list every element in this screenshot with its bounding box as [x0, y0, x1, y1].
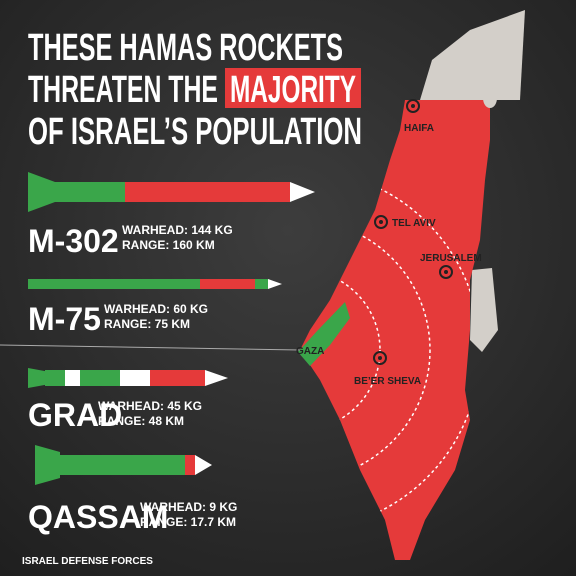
city-marker [439, 265, 453, 279]
rocket-name: QASSAM [28, 499, 168, 535]
rocket-spec: RANGE: 17.7 KM [140, 515, 236, 529]
rocket-spec: WARHEAD: 45 KG [98, 399, 202, 413]
highlight-box [225, 68, 361, 108]
border [0, 344, 301, 351]
city-marker [406, 99, 420, 113]
city-marker [373, 351, 387, 365]
city-label: HAIFA [404, 123, 434, 134]
israel-map [300, 100, 490, 560]
rocket-spec: WARHEAD: 144 KG [122, 223, 233, 237]
rocket-illustration [28, 279, 282, 289]
title: THREATEN THE [28, 69, 218, 111]
footer: ISRAEL DEFENSE FORCES [22, 556, 153, 567]
city-label: TEL AVIV [392, 218, 436, 229]
rocket-spec: RANGE: 48 KM [98, 414, 184, 428]
land [420, 10, 525, 100]
rocket-spec: WARHEAD: 9 KG [140, 500, 237, 514]
rocket-illustration [28, 368, 228, 388]
rocket-name: M-302 [28, 223, 119, 259]
rocket-illustration [35, 445, 212, 485]
rocket-spec: RANGE: 160 KM [122, 238, 215, 252]
title-highlight: MAJORITY [230, 69, 356, 111]
title: THESE HAMAS ROCKETS [28, 27, 343, 69]
rocket-illustration [28, 172, 315, 212]
city-label: BE’ER SHEVA [354, 376, 421, 387]
city-label: GAZA [296, 346, 324, 357]
rocket-name: M-75 [28, 301, 101, 337]
rocket-spec: WARHEAD: 60 KG [104, 302, 208, 316]
lake [483, 88, 497, 108]
land [470, 268, 498, 352]
city-label: JERUSALEM [420, 253, 482, 264]
city-marker [374, 215, 388, 229]
rocket-spec: RANGE: 75 KM [104, 317, 190, 331]
rocket-name: GRAD [28, 397, 122, 433]
title: OF ISRAEL’S POPULATION [28, 111, 362, 153]
gaza-strip [298, 302, 350, 366]
